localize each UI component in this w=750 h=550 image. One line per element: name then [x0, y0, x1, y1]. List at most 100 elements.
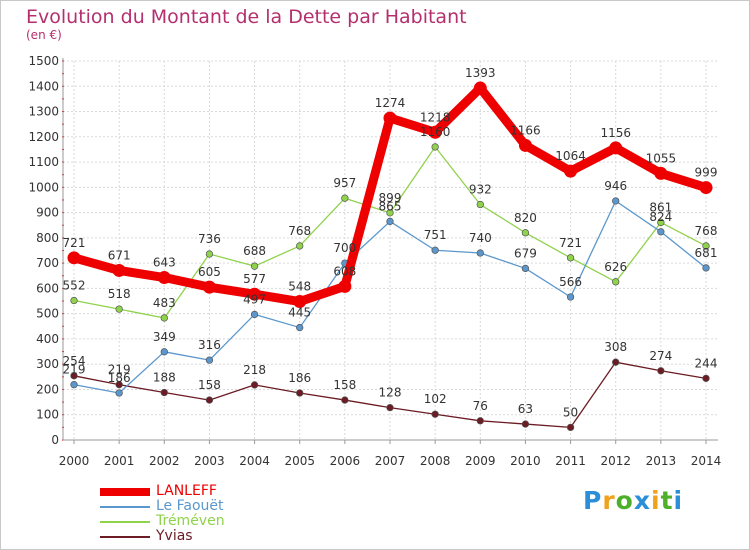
- data-label: 751: [424, 228, 447, 242]
- data-point: [160, 388, 168, 397]
- data-label: 1166: [510, 123, 541, 137]
- data-point: [386, 404, 394, 412]
- data-point: [70, 296, 78, 305]
- data-label: 1160: [420, 125, 451, 139]
- data-label: 274: [649, 349, 672, 363]
- y-tick-label: 300: [36, 357, 59, 371]
- logo-letter: o: [615, 486, 634, 515]
- data-point: [566, 423, 575, 432]
- data-label: 999: [695, 166, 718, 180]
- data-point: [428, 125, 442, 139]
- x-tick-label: 2006: [330, 454, 361, 468]
- data-point: [296, 242, 304, 250]
- data-point: [383, 111, 397, 125]
- x-tick-label: 2012: [600, 454, 631, 468]
- data-point: [609, 141, 623, 155]
- data-label: 1274: [375, 96, 406, 110]
- legend-label: Tréméven: [156, 513, 225, 529]
- data-label: 957: [333, 176, 356, 190]
- data-point: [564, 164, 578, 178]
- data-point: [386, 209, 394, 217]
- data-label: 671: [108, 248, 131, 262]
- data-label: 158: [333, 378, 356, 392]
- data-label: 740: [469, 231, 492, 245]
- data-point: [202, 280, 216, 294]
- chart-subtitle: (en €): [26, 28, 62, 42]
- data-label: 244: [695, 356, 718, 370]
- y-tick-label: 1400: [28, 79, 59, 93]
- logo-letter: i: [651, 486, 661, 515]
- x-tick-label: 2011: [555, 454, 586, 468]
- data-point: [699, 181, 713, 195]
- data-point: [654, 166, 668, 180]
- data-label: 518: [108, 287, 131, 301]
- logo-letter: x: [633, 486, 651, 515]
- data-point: [612, 197, 620, 205]
- x-tick-label: 2014: [691, 454, 722, 468]
- data-label: 932: [469, 183, 492, 197]
- data-point: [521, 420, 530, 428]
- data-point: [702, 242, 710, 250]
- data-label: 219: [63, 363, 86, 377]
- data-point: [115, 389, 123, 397]
- data-point: [341, 396, 349, 404]
- data-label: 899: [379, 191, 402, 205]
- data-label: 497: [243, 292, 266, 306]
- data-point: [431, 246, 439, 254]
- data-label: 721: [63, 236, 86, 250]
- data-point: [338, 279, 352, 293]
- data-point: [248, 287, 262, 301]
- data-label: 552: [63, 279, 86, 293]
- y-tick-label: 800: [36, 231, 59, 245]
- data-label: 349: [153, 330, 176, 344]
- legend-label: Yvias: [156, 528, 193, 544]
- data-point: [476, 200, 484, 209]
- data-point: [341, 194, 349, 202]
- x-tick-label: 2009: [465, 454, 496, 468]
- data-point: [518, 138, 532, 152]
- data-point: [566, 254, 575, 262]
- data-point: [160, 314, 168, 322]
- logo-letter: r: [602, 486, 616, 515]
- data-label: 820: [514, 211, 537, 225]
- data-point: [296, 323, 304, 332]
- data-label: 219: [108, 363, 131, 377]
- data-label: 626: [604, 260, 627, 274]
- data-point: [293, 295, 307, 309]
- data-point: [296, 389, 304, 397]
- x-tick-label: 2000: [59, 454, 90, 468]
- data-point: [612, 358, 620, 366]
- legend-label: LANLEFF: [156, 483, 217, 499]
- data-point: [157, 271, 171, 285]
- data-label: 128: [379, 386, 402, 400]
- data-label: 946: [604, 179, 627, 193]
- y-tick-label: 1300: [28, 105, 59, 119]
- data-point: [566, 293, 575, 301]
- data-label: 768: [288, 224, 311, 238]
- data-label: 50: [563, 405, 578, 419]
- data-label: 1218: [420, 110, 451, 124]
- logo-letter: P: [583, 486, 603, 515]
- data-label: 605: [198, 265, 221, 279]
- data-label: 445: [288, 306, 311, 320]
- x-tick-label: 2013: [646, 454, 677, 468]
- data-label: 186: [288, 371, 311, 385]
- y-tick-label: 900: [36, 206, 59, 220]
- data-point: [115, 381, 123, 389]
- data-label: 1156: [600, 126, 631, 140]
- data-point: [205, 250, 214, 258]
- logo-letter: t: [660, 486, 674, 515]
- legend-label: Le Faouët: [156, 498, 224, 514]
- y-tick-label: 1000: [28, 180, 59, 194]
- data-label: 1393: [465, 66, 496, 80]
- data-label: 643: [153, 256, 176, 270]
- x-tick-label: 2004: [239, 454, 270, 468]
- data-label: 608: [333, 264, 356, 278]
- x-tick-label: 2002: [149, 454, 180, 468]
- y-tick-label: 700: [36, 256, 59, 270]
- data-point: [657, 228, 665, 236]
- data-label: 681: [695, 246, 718, 260]
- data-point: [476, 249, 484, 257]
- data-label: 736: [198, 232, 221, 246]
